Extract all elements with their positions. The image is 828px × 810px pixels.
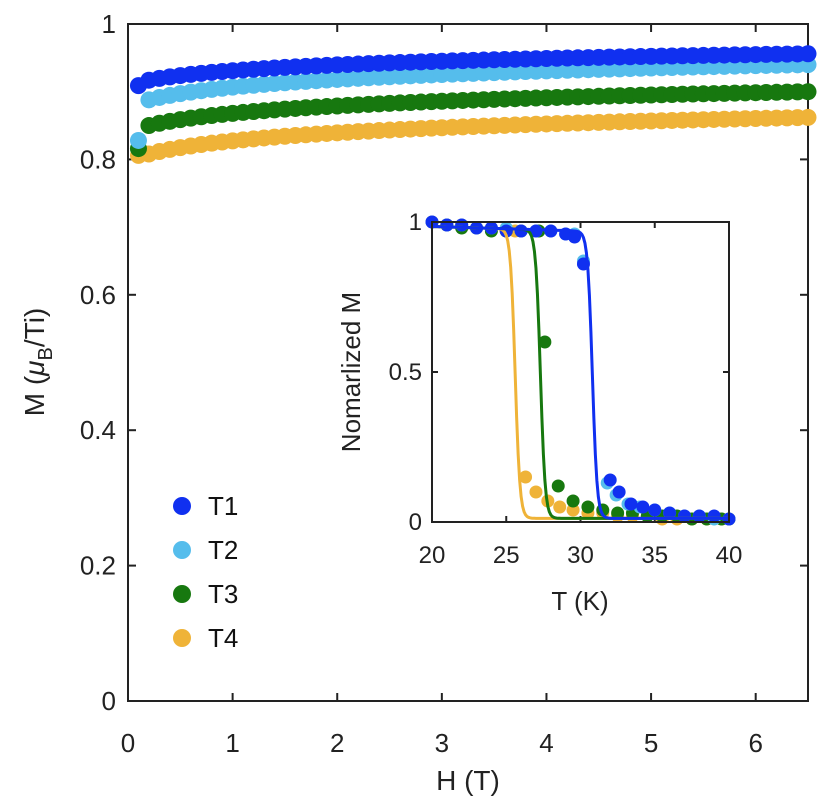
legend-marker-T4 xyxy=(173,629,191,647)
legend-label-T2: T2 xyxy=(208,535,238,565)
main-y-tick-label: 0.2 xyxy=(80,551,116,581)
inset-data-point xyxy=(519,470,533,484)
inset-data-point xyxy=(566,494,580,508)
main-x-tick-label: 6 xyxy=(748,728,762,758)
legend-label-T3: T3 xyxy=(208,579,238,609)
inset-data-point xyxy=(663,506,677,520)
inset-x-axis-label: T (K) xyxy=(551,586,608,616)
y-label-prefix: M ( xyxy=(19,375,50,416)
inset-data-point xyxy=(677,509,691,523)
inset-data-point xyxy=(568,230,582,244)
main-y-tick-label: 0.6 xyxy=(80,280,116,310)
main-series xyxy=(129,45,817,164)
inset-data-point xyxy=(603,473,617,487)
main-x-tick-label: 4 xyxy=(539,728,553,758)
inset-x-tick-label: 30 xyxy=(567,542,594,569)
inset-x-tick-label: 20 xyxy=(419,542,446,569)
inset-x-tick-label: 40 xyxy=(716,542,743,569)
inset-data-point xyxy=(624,497,638,511)
main-data-point xyxy=(799,108,817,126)
inset-data-point xyxy=(707,509,721,523)
inset-data-point xyxy=(612,485,626,499)
main-plot-frame xyxy=(127,23,809,702)
inset-data-point xyxy=(692,509,706,523)
inset-y-tick-label: 0 xyxy=(409,509,422,536)
legend-marker-T2 xyxy=(173,541,191,559)
main-y-tick-label: 1 xyxy=(102,9,116,39)
inset-data-point xyxy=(566,503,580,517)
main-series-T4 xyxy=(129,108,817,164)
inset-data-point xyxy=(440,218,454,232)
main-series-T2 xyxy=(129,56,817,149)
inset-data-point xyxy=(611,506,625,520)
y-label-suffix: /Ti) xyxy=(19,308,50,347)
main-y-tick-label: 0.8 xyxy=(80,144,116,174)
inset-background xyxy=(432,222,729,522)
y-label-subscript: B xyxy=(35,347,57,360)
inset-x-tick-label: 35 xyxy=(641,542,668,569)
inset-data-point xyxy=(551,479,565,493)
main-data-point xyxy=(799,45,817,63)
main-series-T3 xyxy=(129,83,817,158)
inset-y-axis-label: Nomarlized M xyxy=(336,292,366,452)
main-y-tick-label: 0 xyxy=(102,686,116,716)
legend-label-T1: T1 xyxy=(208,491,238,521)
inset-data-point xyxy=(538,335,552,349)
main-x-axis-label: H (T) xyxy=(436,765,500,796)
inset-data-point xyxy=(529,485,543,499)
inset-data-point xyxy=(648,503,662,517)
legend-label-T4: T4 xyxy=(208,623,238,653)
main-x-tick-label: 3 xyxy=(435,728,449,758)
inset-data-point xyxy=(455,218,469,232)
main-ticks xyxy=(127,23,808,702)
inset-data-point xyxy=(581,500,595,514)
main-x-tick-label: 0 xyxy=(121,728,135,758)
legend-marker-T1 xyxy=(173,497,191,515)
main-x-tick-label: 2 xyxy=(330,728,344,758)
inset-data-point xyxy=(553,500,567,514)
main-y-axis-label: M (μB/Ti) xyxy=(19,308,57,417)
main-tick-labels: 0 1 2 3 4 5 6 0 0.2 0.4 0.6 0.8 1 xyxy=(80,9,763,758)
main-x-tick-label: 1 xyxy=(225,728,239,758)
main-data-point xyxy=(129,131,147,149)
y-label-mu: μ xyxy=(19,360,50,376)
inset-x-tick-label: 25 xyxy=(493,542,520,569)
main-data-point xyxy=(799,83,817,101)
inset-data-point xyxy=(636,500,650,514)
main-x-tick-label: 5 xyxy=(644,728,658,758)
inset-plot-frame xyxy=(431,221,730,523)
inset-tick-labels: 20 25 30 35 40 0 0.5 1 xyxy=(389,209,743,569)
inset-fit-line-T1 xyxy=(431,225,729,520)
inset-y-tick-label: 1 xyxy=(409,209,422,236)
inset-y-tick-label: 0.5 xyxy=(389,359,422,386)
legend: T1 T2 T3 T4 xyxy=(173,491,238,653)
legend-marker-T3 xyxy=(173,585,191,603)
main-y-tick-label: 0.4 xyxy=(80,415,116,445)
main-series-T1 xyxy=(129,45,817,95)
